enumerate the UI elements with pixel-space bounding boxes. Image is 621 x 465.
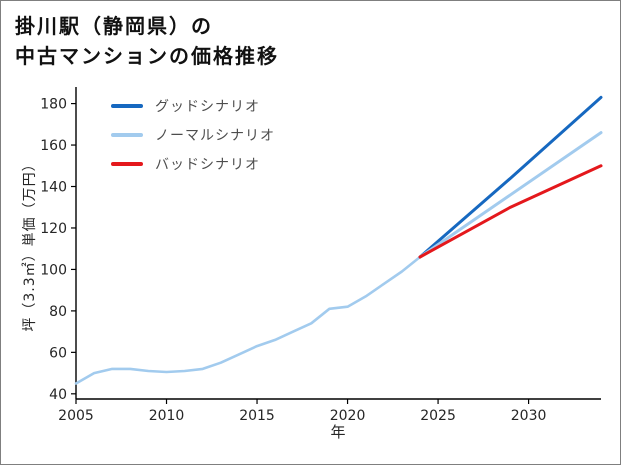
y-tick-label: 60	[49, 345, 67, 361]
legend-swatch-bad	[111, 162, 143, 166]
y-tick-label: 180	[40, 97, 67, 113]
series-line-history	[74, 255, 422, 385]
y-tick-label: 160	[40, 138, 67, 154]
y-tick-label: 40	[49, 387, 67, 403]
x-axis-label: 年	[330, 423, 346, 441]
x-tick-label: 2005	[58, 408, 94, 424]
chart-title: 掛川駅（静岡県）の 中古マンションの価格推移	[15, 11, 279, 71]
legend-label-normal: ノーマルシナリオ	[155, 128, 275, 144]
x-tick-label: 2030	[511, 408, 547, 424]
legend-label-good: グッドシナリオ	[155, 99, 260, 115]
x-tick-label: 2010	[149, 408, 185, 424]
series-line-good	[418, 95, 603, 259]
y-axis-label: 坪（3.3㎡）単価（万円）	[22, 156, 38, 332]
chart-title-line1: 掛川駅（静岡県）の	[15, 14, 213, 38]
legend-label-bad: バッドシナリオ	[155, 157, 260, 173]
legend: グッドシナリオ ノーマルシナリオ バッドシナリオ	[111, 96, 275, 174]
legend-swatch-normal	[111, 133, 143, 137]
series-line-normal	[418, 131, 603, 259]
chart-title-line2: 中古マンションの価格推移	[15, 44, 279, 68]
legend-swatch-good	[111, 104, 143, 108]
series-line-bad	[418, 164, 603, 259]
x-tick-label: 2025	[420, 408, 456, 424]
y-tick-label: 100	[40, 262, 67, 278]
x-tick-label: 2020	[330, 408, 366, 424]
y-tick-label: 120	[40, 221, 67, 237]
y-tick-label: 140	[40, 180, 67, 196]
x-tick-label: 2015	[239, 408, 275, 424]
y-tick-label: 80	[49, 304, 67, 320]
legend-item-bad-scenario: バッドシナリオ	[111, 154, 275, 174]
legend-item-good-scenario: グッドシナリオ	[111, 96, 275, 116]
legend-item-normal-scenario: ノーマルシナリオ	[111, 125, 275, 145]
